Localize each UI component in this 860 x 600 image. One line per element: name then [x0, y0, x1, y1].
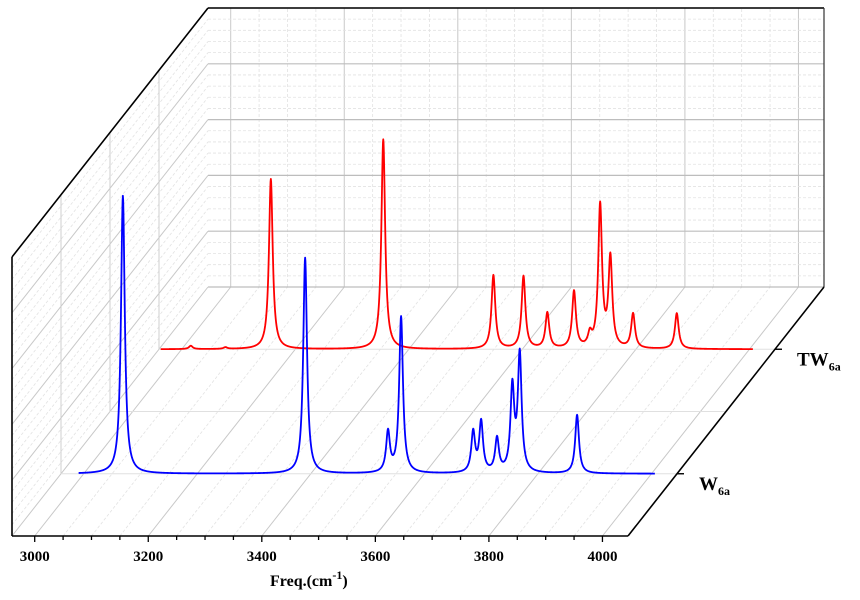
- left-wall-gridline: [11, 275, 209, 526]
- left-wall-gridline: [11, 219, 209, 470]
- left-wall-gridline: [11, 18, 209, 269]
- left-wall-gridline: [11, 152, 209, 403]
- grid: [11, 7, 824, 537]
- left-wall-gridline: [11, 74, 209, 325]
- floor-gridline: [204, 286, 402, 537]
- series-line-w6a: [77, 194, 656, 475]
- x-tick-label: 3800: [474, 549, 504, 565]
- floor-gridline: [176, 286, 373, 537]
- left-wall-gridline: [11, 186, 209, 436]
- x-tick-label: 3600: [360, 549, 390, 565]
- series-line-tw6a: [160, 138, 754, 351]
- floor-gridline: [233, 286, 430, 537]
- floor-gridline: [119, 286, 317, 537]
- top-left-edge: [11, 7, 209, 258]
- axes-frame: [11, 7, 825, 537]
- x-tick-label: 4000: [587, 549, 617, 565]
- floor-gridline: [289, 286, 487, 537]
- left-wall-gridline: [11, 30, 209, 280]
- left-wall-gridline: [11, 97, 209, 347]
- left-wall-gridline: [11, 208, 209, 459]
- floor-gridline: [460, 286, 657, 537]
- series-group: [77, 138, 754, 475]
- left-wall-gridline: [11, 108, 209, 358]
- left-wall-gridline: [11, 242, 209, 492]
- x-axis-ticks: [34, 536, 604, 542]
- left-wall-gridline: [11, 52, 209, 302]
- left-wall-gridline: [11, 253, 209, 503]
- floor-gridline: [62, 286, 260, 537]
- depth-axis-line: [627, 286, 825, 537]
- x-tick-label: 3200: [133, 549, 163, 565]
- floor-gridline: [91, 286, 288, 537]
- series-label-w6a: W6a: [699, 474, 730, 498]
- left-wall-gridline: [11, 264, 209, 514]
- left-wall-gridline: [11, 141, 209, 392]
- left-wall-gridline: [11, 85, 209, 336]
- floor-gridline: [403, 286, 601, 537]
- x-axis-title: Freq.(cm-1): [270, 568, 348, 590]
- x-tick-label: 3400: [247, 549, 277, 565]
- floor-gridline: [516, 286, 714, 537]
- left-wall-gridline: [11, 41, 209, 291]
- floor-gridline: [573, 286, 771, 537]
- series-labels: TW6a W6a: [699, 349, 841, 498]
- tick-labels: 3000 3200 3400 3600 3800 4000: [20, 549, 618, 565]
- floor-gridline: [431, 286, 629, 537]
- left-wall-gridline: [11, 163, 209, 414]
- floor-gridline: [318, 286, 515, 537]
- series-label-tw6a: TW6a: [797, 349, 841, 373]
- left-wall-gridline: [11, 130, 209, 381]
- x-tick-label: 3000: [20, 549, 50, 565]
- floor-gridline: [545, 286, 742, 537]
- floor-gridline: [346, 286, 544, 537]
- left-wall-gridline: [11, 197, 209, 447]
